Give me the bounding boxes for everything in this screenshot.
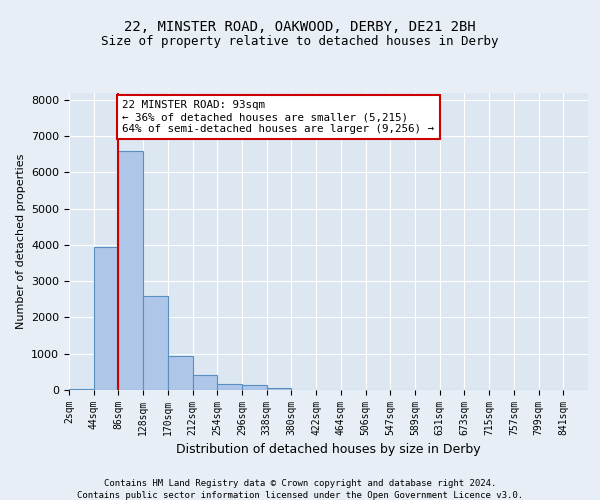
Bar — [267, 388, 292, 390]
Text: Contains HM Land Registry data © Crown copyright and database right 2024.: Contains HM Land Registry data © Crown c… — [104, 479, 496, 488]
Bar — [94, 246, 118, 390]
Text: Contains public sector information licensed under the Open Government Licence v3: Contains public sector information licen… — [77, 491, 523, 500]
Text: 22, MINSTER ROAD, OAKWOOD, DERBY, DE21 2BH: 22, MINSTER ROAD, OAKWOOD, DERBY, DE21 2… — [124, 20, 476, 34]
Bar — [217, 384, 242, 390]
Text: Size of property relative to detached houses in Derby: Size of property relative to detached ho… — [101, 35, 499, 48]
Y-axis label: Number of detached properties: Number of detached properties — [16, 154, 26, 329]
Bar — [193, 376, 217, 390]
Bar — [242, 386, 267, 390]
Bar — [143, 296, 168, 390]
Bar — [168, 356, 193, 390]
X-axis label: Distribution of detached houses by size in Derby: Distribution of detached houses by size … — [176, 444, 481, 456]
Text: 22 MINSTER ROAD: 93sqm
← 36% of detached houses are smaller (5,215)
64% of semi-: 22 MINSTER ROAD: 93sqm ← 36% of detached… — [122, 100, 434, 134]
Bar — [118, 150, 143, 390]
